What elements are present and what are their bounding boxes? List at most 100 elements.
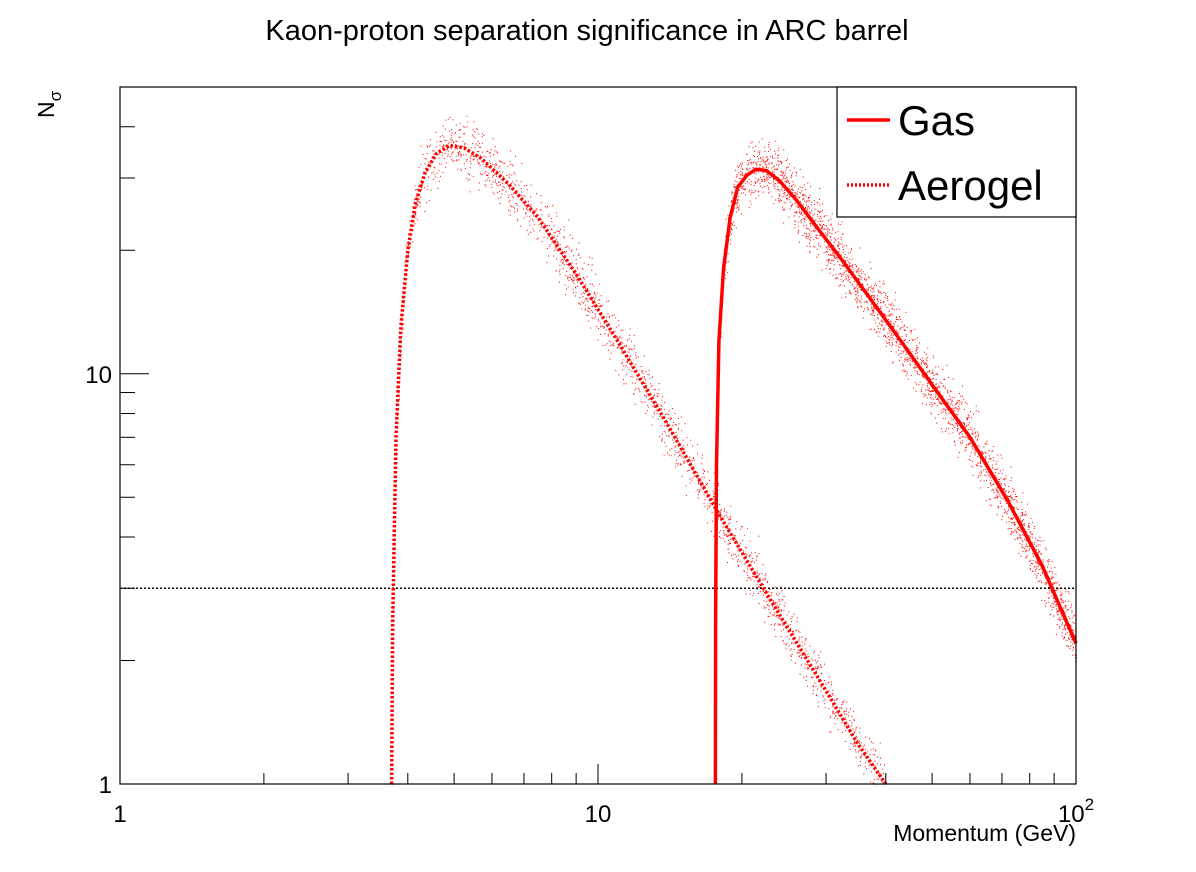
scatter-point — [529, 224, 531, 226]
scatter-point — [1035, 545, 1037, 547]
scatter-point — [592, 296, 594, 298]
scatter-point — [514, 211, 516, 213]
scatter-point — [951, 399, 953, 401]
scatter-point — [927, 397, 929, 399]
scatter-point — [1012, 522, 1014, 524]
scatter-point — [789, 196, 791, 198]
scatter-point — [936, 386, 938, 388]
scatter-point — [724, 508, 726, 510]
scatter-point — [675, 432, 677, 434]
scatter-point — [601, 325, 603, 327]
scatter-point — [630, 348, 632, 350]
legend: Gas Aerogel — [836, 86, 1077, 218]
scatter-point — [1072, 632, 1074, 634]
scatter-point — [992, 484, 994, 486]
scatter-point — [809, 245, 811, 247]
scatter-point — [1039, 536, 1041, 538]
scatter-point — [395, 452, 397, 453]
scatter-point — [1021, 508, 1023, 510]
scatter-point — [930, 394, 932, 396]
scatter-point — [850, 265, 851, 267]
scatter-point — [759, 590, 761, 592]
scatter-point — [449, 156, 451, 158]
scatter-point — [731, 228, 732, 230]
scatter-point — [435, 131, 437, 133]
scatter-point — [728, 540, 729, 541]
scatter-point — [834, 231, 836, 233]
scatter-point — [754, 151, 756, 152]
scatter-point — [806, 210, 808, 212]
scatter-point — [1003, 479, 1005, 481]
scatter-point — [750, 161, 752, 163]
scatter-point — [1008, 490, 1010, 492]
scatter-point — [431, 157, 433, 159]
scatter-point — [932, 371, 934, 373]
scatter-point — [656, 393, 658, 395]
scatter-point — [477, 159, 478, 161]
scatter-point — [782, 175, 784, 177]
scatter-point — [878, 292, 880, 293]
scatter-point — [577, 285, 578, 287]
scatter-point — [990, 485, 992, 486]
scatter-point — [956, 413, 958, 415]
scatter-point — [812, 686, 814, 688]
scatter-point — [432, 150, 434, 152]
scatter-point — [723, 510, 725, 512]
scatter-point — [682, 439, 684, 441]
scatter-point — [1057, 611, 1059, 613]
scatter-point — [842, 703, 844, 705]
scatter-point — [829, 731, 831, 733]
scatter-point — [953, 425, 955, 427]
scatter-point — [773, 185, 775, 187]
scatter-point — [1064, 629, 1066, 631]
scatter-point — [956, 423, 957, 424]
scatter-point — [946, 409, 948, 411]
scatter-point — [526, 189, 528, 191]
scatter-point — [754, 562, 755, 563]
scatter-point — [952, 428, 954, 430]
scatter-point — [1055, 604, 1057, 606]
scatter-point — [987, 461, 989, 463]
scatter-point — [772, 178, 774, 180]
scatter-point — [727, 543, 729, 545]
scatter-point — [1072, 621, 1074, 623]
scatter-point — [733, 183, 735, 185]
scatter-point — [914, 364, 916, 365]
scatter-point — [757, 161, 759, 163]
scatter-point — [755, 182, 756, 184]
scatter-point — [809, 194, 811, 196]
scatter-point — [728, 205, 730, 207]
scatter-point — [771, 155, 773, 157]
scatter-point — [854, 740, 855, 742]
scatter-point — [854, 732, 855, 734]
scatter-point — [828, 682, 830, 684]
scatter-point — [796, 193, 798, 195]
scatter-point — [1033, 543, 1035, 545]
scatter-point — [853, 743, 855, 745]
scatter-point — [801, 641, 803, 643]
scatter-point — [1014, 539, 1016, 540]
scatter-point — [879, 307, 881, 309]
scatter-point — [825, 228, 827, 230]
scatter-point — [900, 318, 902, 320]
scatter-point — [552, 239, 554, 241]
scatter-point — [882, 329, 884, 331]
scatter-point — [727, 535, 729, 537]
scatter-point — [930, 394, 932, 395]
scatter-point — [486, 179, 488, 181]
scatter-point — [641, 370, 643, 371]
scatter-point — [782, 599, 784, 601]
scatter-point — [502, 176, 504, 178]
scatter-point — [606, 343, 608, 345]
scatter-point — [858, 279, 860, 281]
scatter-point — [667, 417, 669, 419]
scatter-point — [741, 165, 742, 167]
scatter-point — [444, 139, 446, 141]
scatter-point — [503, 187, 505, 189]
scatter-point — [503, 163, 505, 165]
scatter-point — [658, 383, 660, 385]
scatter-point — [1001, 519, 1003, 521]
scatter-point — [560, 261, 562, 263]
scatter-point — [1029, 564, 1031, 566]
scatter-point — [780, 161, 782, 163]
